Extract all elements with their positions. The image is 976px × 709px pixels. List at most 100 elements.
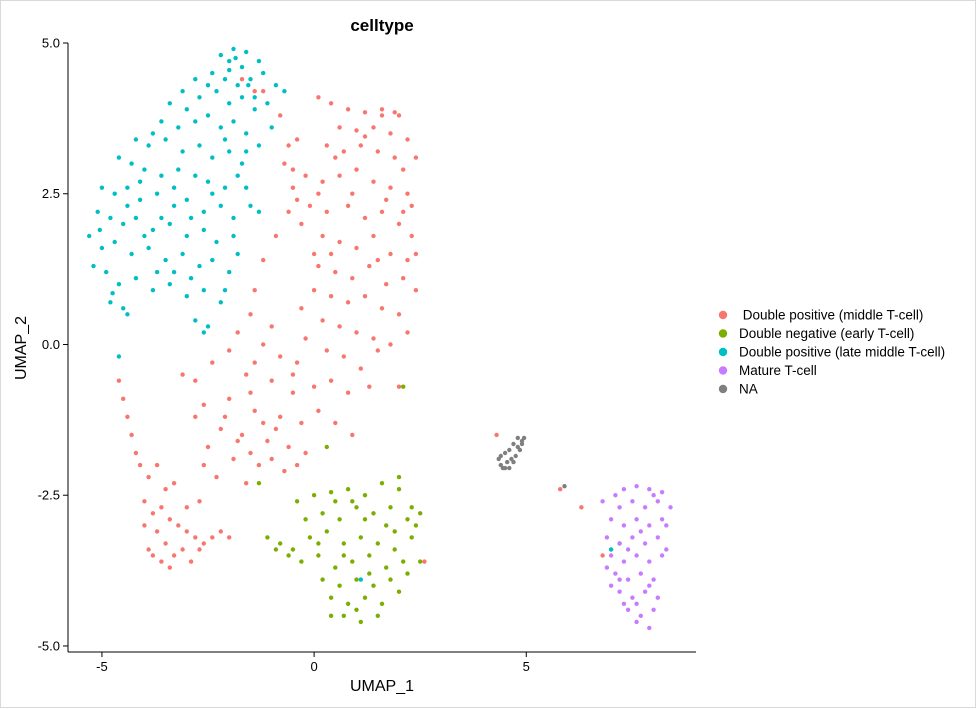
data-point: [303, 517, 308, 522]
series-4: [496, 435, 567, 489]
data-point: [159, 215, 164, 221]
data-point: [197, 143, 202, 148]
data-point: [294, 197, 300, 202]
data-point: [142, 167, 147, 172]
data-point: [311, 384, 317, 389]
data-point: [316, 191, 321, 196]
data-point: [600, 499, 605, 504]
data-point: [413, 523, 419, 528]
data-point: [362, 493, 368, 498]
axes: -5 0 5 -5.0 -2.5 0.0 2.5 5.0: [38, 36, 696, 674]
data-point: [638, 529, 643, 534]
data-point: [218, 426, 223, 432]
data-point: [171, 481, 177, 486]
data-point: [388, 185, 393, 190]
data-point: [634, 517, 639, 522]
data-point: [511, 459, 516, 465]
data-point: [294, 360, 300, 365]
data-point: [630, 535, 635, 540]
data-point: [167, 101, 172, 106]
data-point: [108, 300, 113, 305]
data-point: [222, 137, 228, 142]
data-point: [630, 499, 635, 504]
legend-label: Double negative (early T-cell): [739, 326, 914, 341]
data-point: [193, 77, 198, 82]
data-point: [252, 107, 257, 112]
data-point: [231, 119, 236, 124]
data-point: [515, 444, 520, 450]
data-point: [604, 565, 610, 570]
data-point: [396, 589, 402, 594]
data-point: [316, 408, 321, 413]
data-point: [256, 209, 262, 214]
data-point: [214, 239, 219, 245]
data-point: [341, 553, 346, 558]
data-point: [634, 619, 639, 625]
data-point: [294, 462, 300, 468]
data-point: [303, 173, 308, 178]
data-point: [201, 541, 206, 546]
data-point: [99, 245, 105, 251]
data-point: [316, 263, 321, 269]
data-point: [286, 143, 291, 148]
data-point: [413, 288, 419, 293]
data-point: [316, 541, 321, 546]
data-point: [333, 269, 338, 275]
data-point: [337, 324, 342, 329]
data-point: [362, 294, 368, 299]
data-point: [150, 511, 156, 516]
data-point: [379, 209, 385, 214]
data-point: [367, 553, 372, 558]
data-point: [227, 269, 232, 275]
data-point: [278, 414, 283, 419]
data-point: [125, 203, 130, 208]
data-point: [328, 613, 334, 618]
data-point: [621, 523, 627, 528]
data-point: [231, 456, 236, 462]
data-point: [231, 46, 236, 52]
data-point: [371, 179, 376, 184]
data-point: [303, 336, 308, 341]
data-point: [371, 233, 376, 239]
data-point: [333, 499, 338, 504]
data-point: [290, 167, 296, 172]
data-point: [358, 366, 363, 371]
data-point: [290, 547, 296, 552]
data-point: [261, 420, 266, 426]
data-point: [405, 257, 410, 263]
data-point: [392, 110, 397, 115]
data-point: [621, 559, 627, 564]
data-point: [171, 553, 177, 558]
data-point: [201, 462, 206, 468]
data-point: [108, 215, 113, 221]
data-point: [396, 487, 402, 492]
data-point: [227, 101, 232, 106]
data-point: [159, 559, 164, 564]
data-point: [507, 447, 512, 453]
data-point: [350, 499, 355, 504]
data-point: [651, 493, 656, 498]
data-point: [337, 583, 342, 588]
data-point: [150, 227, 156, 233]
data-point: [320, 179, 325, 184]
data-point: [350, 432, 355, 438]
data-point: [218, 529, 223, 534]
data-point: [239, 64, 245, 70]
data-point: [205, 83, 211, 88]
data-point: [651, 607, 656, 612]
data-point: [282, 161, 287, 166]
data-point: [167, 282, 172, 287]
data-point: [227, 58, 232, 64]
data-point: [246, 83, 251, 88]
data-point: [316, 95, 321, 100]
data-point: [345, 390, 351, 395]
data-point: [328, 251, 334, 257]
data-point: [125, 414, 130, 419]
data-point: [345, 300, 351, 305]
data-point: [625, 577, 631, 582]
data-point: [375, 613, 380, 618]
data-point: [146, 474, 151, 480]
data-point: [655, 499, 660, 504]
data-point: [375, 348, 380, 353]
data-point: [146, 245, 151, 251]
